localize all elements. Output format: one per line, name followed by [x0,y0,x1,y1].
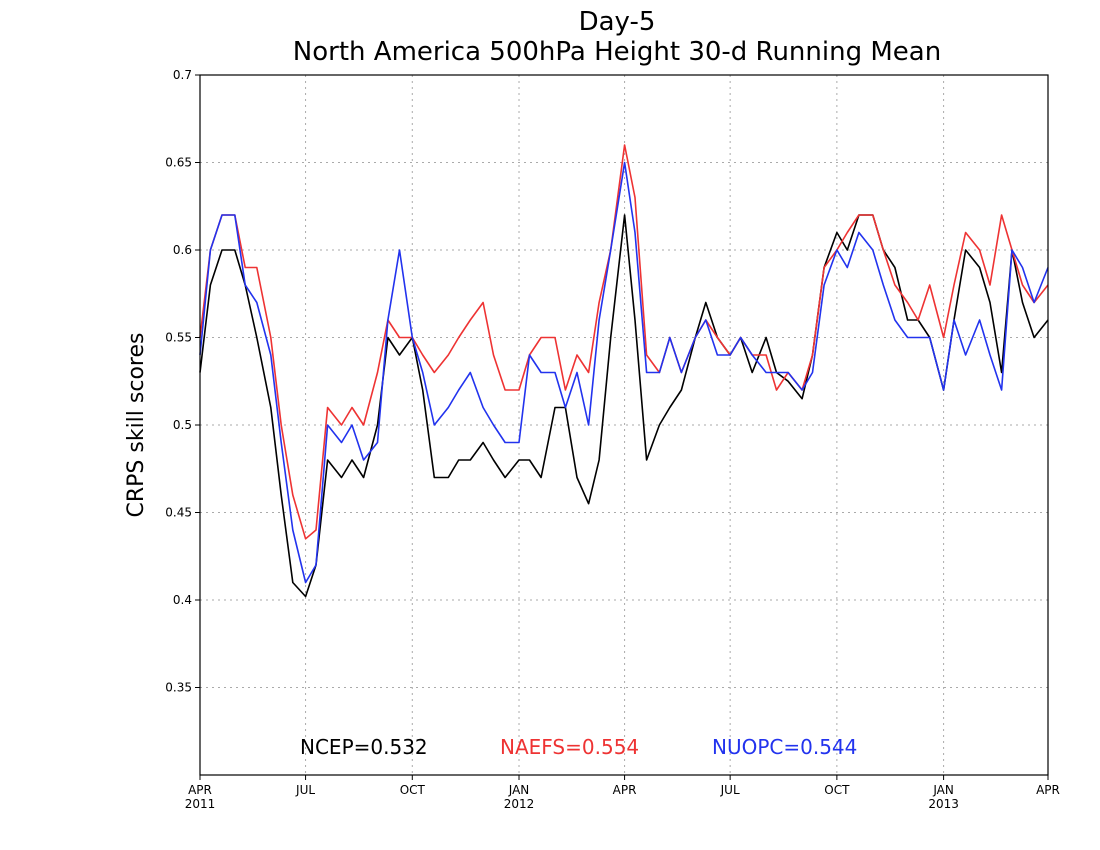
grid-lines [200,75,1048,775]
y-tick-label: 0.6 [173,243,192,257]
x-tick-label: APR [1036,783,1060,797]
chart-title: Day-5 [579,7,656,37]
x-tick-label: OCT [400,783,426,797]
legend-naefs: NAEFS=0.554 [500,735,639,759]
y-tick-label: 0.35 [165,681,192,695]
y-axis-ticks: 0.35 0.4 0.45 0.5 0.55 0.6 0.65 0.7 [165,68,200,695]
legend: NCEP=0.532 NAEFS=0.554 NUOPC=0.544 [300,735,857,759]
y-axis-label: CRPS skill scores [124,333,149,518]
x-tick-label: OCT [824,783,850,797]
chart-subtitle: North America 500hPa Height 30-d Running… [293,37,941,67]
y-tick-label: 0.65 [165,156,192,170]
y-tick-label: 0.7 [173,68,192,82]
x-tick-label: APR [613,783,637,797]
x-tick-year-label: 2013 [928,797,959,811]
series-line-nuopc [199,161,1049,584]
x-tick-year-label: 2011 [185,797,216,811]
y-tick-label: 0.5 [173,418,192,432]
x-tick-label: JAN [508,783,530,797]
y-tick-label: 0.45 [165,506,192,520]
legend-nuopc: NUOPC=0.544 [712,735,857,759]
series-line-ncep [199,214,1049,598]
legend-ncep: NCEP=0.532 [300,735,428,759]
series-line-naefs [199,144,1049,540]
y-tick-label: 0.4 [173,593,192,607]
series-lines [199,144,1049,598]
x-tick-year-label: 2012 [504,797,535,811]
x-tick-label: JUL [720,783,740,797]
x-tick-label: JUL [295,783,315,797]
x-tick-label: APR [188,783,212,797]
y-tick-label: 0.55 [165,331,192,345]
x-tick-label: JAN [932,783,954,797]
